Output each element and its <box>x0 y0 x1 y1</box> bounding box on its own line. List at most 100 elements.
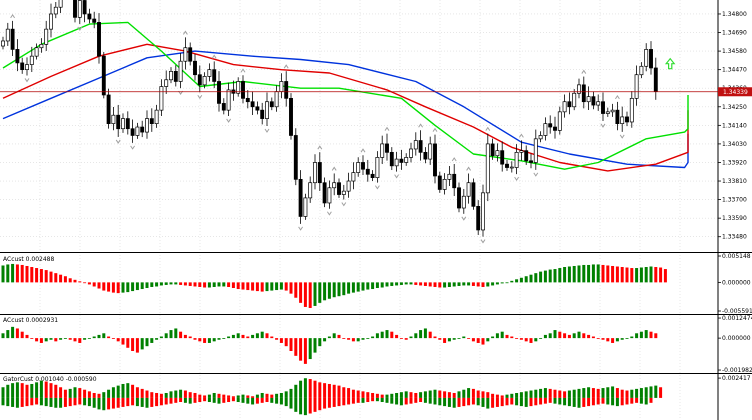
histogram-bar <box>620 338 624 340</box>
candle-bull <box>442 178 447 190</box>
histogram-bar-lower <box>49 397 53 407</box>
histogram-bar <box>596 338 600 339</box>
histogram-bar <box>111 338 115 339</box>
histogram-bar <box>145 282 149 289</box>
candle-bull <box>313 162 317 184</box>
candle-bear <box>101 55 106 96</box>
candle-bull <box>44 28 49 45</box>
histogram-bar <box>59 274 63 283</box>
histogram-bar <box>591 264 595 283</box>
histogram-bar <box>318 282 322 303</box>
histogram-bar <box>601 338 605 340</box>
histogram-bar <box>563 391 567 398</box>
candle-bull <box>466 182 471 197</box>
candle-bull <box>202 76 207 86</box>
candle-bull <box>533 138 538 163</box>
candle-bull <box>605 111 610 114</box>
histogram-bar-lower <box>131 397 135 406</box>
histogram-bar <box>443 282 447 288</box>
histogram-bar-lower <box>375 397 379 402</box>
histogram-bar <box>78 388 82 398</box>
histogram-bar-lower <box>611 397 615 406</box>
candle-bear <box>241 81 245 99</box>
histogram-bar <box>467 338 471 339</box>
fractal-up-marker <box>518 133 524 138</box>
histogram-bar <box>611 338 615 343</box>
current-price-tag: 1.34339 <box>718 87 752 97</box>
candle-bear <box>385 143 389 153</box>
histogram-bar <box>97 393 101 398</box>
histogram-bar <box>83 282 87 284</box>
histogram-bar-lower <box>39 397 43 406</box>
histogram-bar <box>241 282 245 290</box>
histogram-bar <box>356 338 360 342</box>
histogram-bar <box>327 336 331 339</box>
fractal-up-marker <box>240 68 246 73</box>
histogram-bar <box>246 282 250 291</box>
fractal-down-marker <box>115 139 121 144</box>
histogram-bar <box>179 331 183 339</box>
fractal-up-marker <box>451 157 457 162</box>
histogram-bar <box>529 338 533 343</box>
histogram-bar <box>385 282 389 287</box>
histogram-bar <box>44 270 48 283</box>
histogram-bar-lower <box>6 397 10 407</box>
histogram-bar <box>366 392 370 398</box>
candle-bear <box>284 81 289 99</box>
histogram-bar <box>135 282 139 291</box>
candle-bull <box>596 101 601 106</box>
histogram-bar-lower <box>371 397 375 402</box>
fractal-markers <box>10 13 625 244</box>
candle-bear <box>87 13 92 20</box>
histogram-bar-lower <box>279 397 283 405</box>
histogram-bar-lower <box>567 397 571 407</box>
histogram-bar <box>68 388 72 398</box>
fractal-down-marker <box>264 128 270 133</box>
histogram-bar <box>131 338 135 352</box>
histogram-bar <box>515 338 519 339</box>
candle-bull <box>308 182 313 199</box>
candle-bull <box>135 126 140 136</box>
histogram-bar-lower <box>188 397 192 404</box>
histogram-bar <box>375 393 379 398</box>
histogram-bar-lower <box>294 397 298 412</box>
panel-tick-label: 0.005148 <box>722 253 751 260</box>
histogram-bar-lower <box>467 397 471 406</box>
histogram-bar <box>107 389 111 398</box>
histogram-bar <box>582 264 586 283</box>
histogram-bar <box>49 271 53 283</box>
histogram-bar <box>260 331 264 339</box>
histogram-bar <box>270 282 274 291</box>
histogram-bar <box>385 330 389 339</box>
candle-bull <box>207 69 212 77</box>
gator-oscillator-pane[interactable]: GatorCust 0.001040 -0.000590 0.002417 <box>1 374 751 420</box>
candle-bear <box>625 116 629 123</box>
histogram-bar <box>505 334 509 339</box>
price-pane[interactable]: 1.348001.346901.345801.344701.343601.342… <box>0 0 752 253</box>
histogram-bar <box>135 387 139 398</box>
candle-bear <box>130 128 135 136</box>
ac-oscillator-pane-2[interactable]: ACcust 0.0002931 0.0012474 0.000000 -0.001… <box>0 315 752 374</box>
histogram-bar <box>495 282 499 285</box>
histogram-bar <box>260 282 264 292</box>
histogram-bar <box>572 333 576 339</box>
candle-bear <box>591 96 596 106</box>
histogram-bar <box>433 282 437 287</box>
histogram-bar <box>308 338 312 360</box>
candle-bull <box>481 192 485 231</box>
histogram-bar-lower <box>159 397 163 406</box>
candle-bear <box>581 84 586 103</box>
histogram-bar-lower <box>87 397 91 407</box>
histogram-bar <box>294 338 298 356</box>
histogram-bar <box>169 330 173 339</box>
histogram-bar <box>174 328 178 339</box>
histogram-bar-lower <box>342 397 346 406</box>
histogram-bar <box>510 393 514 398</box>
fractal-down-marker <box>374 185 380 190</box>
histogram-bar <box>275 338 279 340</box>
ac-oscillator-pane-1[interactable]: ACcust 0.002488 0.005148 0.000000 -0.00559… <box>0 253 752 315</box>
histogram-bar-lower <box>471 397 475 405</box>
histogram-bar-lower <box>241 397 245 403</box>
histogram-bar-lower <box>351 397 355 404</box>
